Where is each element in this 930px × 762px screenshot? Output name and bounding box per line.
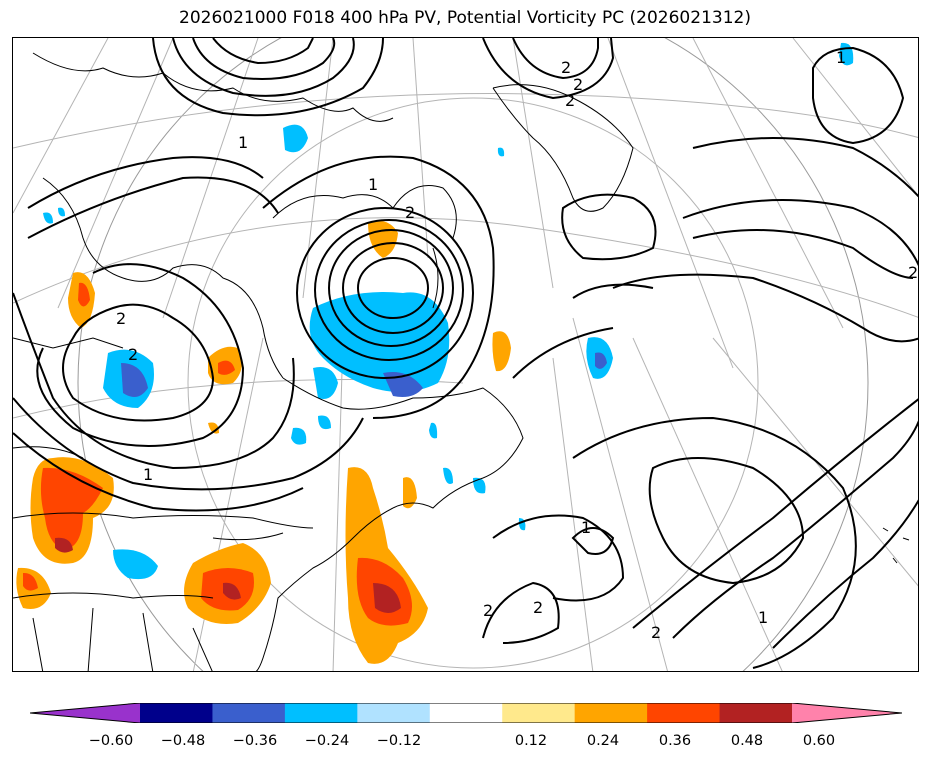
contour-label: 2 — [908, 263, 918, 282]
colorbar-tick-label: −0.12 — [376, 733, 422, 749]
coastlines — [13, 52, 910, 671]
map-panel: 1 1 1 1 1 1 2 2 2 2 2 2 2 2 2 2 — [12, 37, 919, 672]
colorbar-segment — [502, 703, 576, 723]
contour-label: 2 — [561, 58, 571, 77]
contour-label: 2 — [116, 309, 126, 328]
colorbar-extend-min — [30, 703, 140, 723]
colorbar-segment — [140, 703, 213, 723]
map-title: 2026021000 F018 400 hPa PV, Potential Vo… — [179, 8, 751, 28]
colorbar-tick-label: −0.24 — [304, 733, 350, 749]
contour-label: 2 — [573, 75, 583, 94]
contour-label: 2 — [405, 203, 415, 222]
colorbar-segment — [429, 703, 503, 723]
graticule — [13, 38, 918, 671]
contour-label: 2 — [128, 345, 138, 364]
colorbar-segment — [357, 703, 431, 723]
contour-label: 2 — [651, 623, 661, 642]
contour-label: 1 — [238, 133, 248, 152]
colorbar-tick-label: 0.24 — [586, 733, 620, 749]
contour-label: 1 — [581, 518, 591, 537]
colorbar-tick-labels: −0.60 −0.48 −0.36 −0.24 −0.12 0.12 0.24 … — [0, 733, 930, 753]
colorbar-tick-label: −0.60 — [88, 733, 134, 749]
colorbar-tick-label: 0.12 — [514, 733, 548, 749]
contour-label: 1 — [368, 175, 378, 194]
contour-label: 1 — [143, 465, 153, 484]
colorbar-extend-max — [792, 703, 902, 723]
colorbar-tick-label: 0.36 — [658, 733, 692, 749]
colorbar-tick-label: −0.48 — [160, 733, 206, 749]
contour-label: 2 — [483, 601, 493, 620]
colorbar-segment — [647, 703, 721, 723]
contour-label: 1 — [758, 608, 768, 627]
colorbar-tick-label: 0.48 — [730, 733, 764, 749]
colorbar-segment — [719, 703, 793, 723]
contour-label: 1 — [836, 48, 846, 67]
colorbar-tick-label: −0.36 — [232, 733, 278, 749]
colorbar-segment — [574, 703, 648, 723]
pv-contours — [13, 38, 918, 669]
contour-labels: 1 1 1 1 1 1 2 2 2 2 2 2 2 2 2 2 — [116, 48, 918, 642]
colorbar-segment — [212, 703, 286, 723]
contour-label: 2 — [533, 598, 543, 617]
colorbar — [30, 703, 902, 723]
contour-label: 2 — [565, 91, 575, 110]
colorbar-segment — [284, 703, 358, 723]
colorbar-tick-label: 0.60 — [802, 733, 836, 749]
map-canvas: 1 1 1 1 1 1 2 2 2 2 2 2 2 2 2 2 — [13, 38, 918, 671]
